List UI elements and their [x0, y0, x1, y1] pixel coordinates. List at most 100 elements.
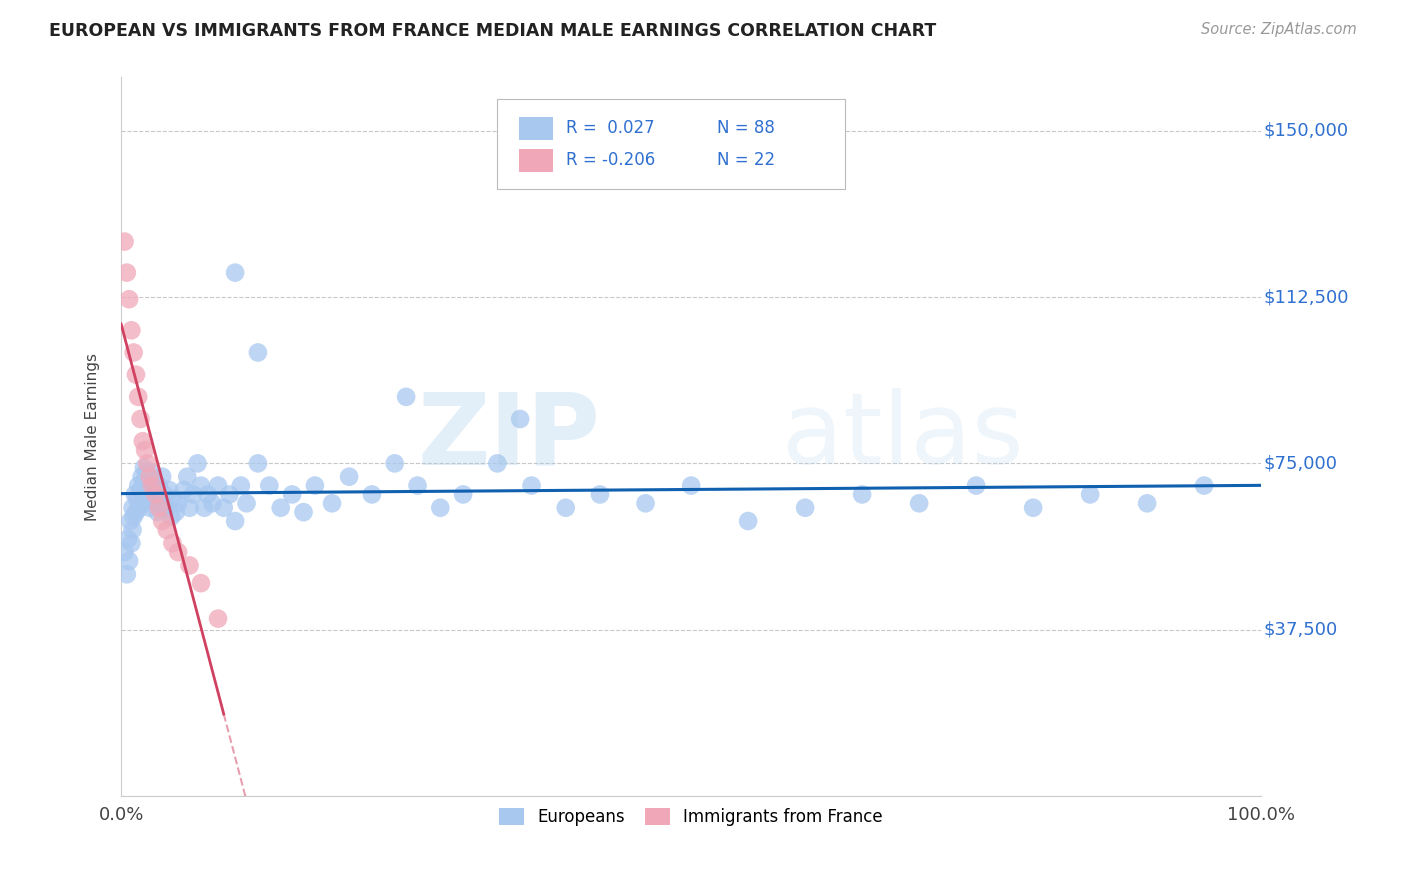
Point [127, 491, 149, 506]
Point [150, 514, 173, 528]
Point [125, 505, 148, 519]
Point [1136, 496, 1159, 510]
Point [153, 487, 176, 501]
Point [117, 532, 139, 546]
Point [132, 434, 155, 449]
Point [129, 483, 152, 497]
Point [136, 456, 159, 470]
Point [142, 491, 165, 506]
Point [114, 235, 136, 249]
Text: atlas: atlas [782, 388, 1024, 485]
Point [181, 487, 204, 501]
Point [120, 323, 142, 337]
Point [146, 505, 169, 519]
Point [132, 460, 155, 475]
Point [270, 500, 292, 515]
Text: Source: ZipAtlas.com: Source: ZipAtlas.com [1201, 22, 1357, 37]
Point [118, 292, 141, 306]
Point [794, 500, 817, 515]
Point [127, 390, 149, 404]
Point [138, 500, 160, 515]
Point [186, 456, 208, 470]
Point [143, 474, 166, 488]
Point [138, 478, 160, 492]
Point [212, 500, 235, 515]
Point [143, 487, 166, 501]
Point [156, 500, 179, 515]
Point [143, 487, 166, 501]
Point [131, 469, 153, 483]
Text: $75,000: $75,000 [1264, 454, 1337, 473]
Point [179, 558, 201, 573]
Point [125, 368, 148, 382]
Point [135, 465, 157, 479]
Point [138, 469, 160, 483]
Point [167, 496, 190, 510]
Point [173, 483, 195, 497]
Legend: Europeans, Immigrants from France: Europeans, Immigrants from France [491, 799, 891, 835]
Point [134, 487, 156, 501]
Point [235, 496, 257, 510]
Point [321, 496, 343, 510]
Point [132, 496, 155, 510]
Point [207, 478, 229, 492]
Point [148, 478, 170, 492]
Point [193, 500, 215, 515]
Text: ZIP: ZIP [418, 388, 600, 485]
Point [134, 443, 156, 458]
Text: N = 88: N = 88 [717, 120, 775, 137]
Point [361, 487, 384, 501]
Point [281, 487, 304, 501]
Text: N = 22: N = 22 [717, 151, 776, 169]
Point [406, 478, 429, 492]
Point [124, 487, 146, 501]
Point [122, 509, 145, 524]
Point [129, 412, 152, 426]
Point [136, 491, 159, 506]
Point [634, 496, 657, 510]
Point [851, 487, 873, 501]
Text: $112,500: $112,500 [1264, 288, 1348, 306]
FancyBboxPatch shape [498, 99, 845, 189]
Point [190, 478, 212, 492]
Point [224, 514, 246, 528]
Point [128, 500, 150, 515]
Point [138, 469, 160, 483]
Point [304, 478, 326, 492]
Point [292, 505, 315, 519]
Point [157, 483, 180, 497]
Point [141, 478, 163, 492]
Point [520, 478, 543, 492]
Text: $150,000: $150,000 [1264, 121, 1348, 140]
Point [509, 412, 531, 426]
Point [429, 500, 451, 515]
Point [201, 496, 224, 510]
Point [486, 456, 509, 470]
Point [167, 545, 190, 559]
Point [908, 496, 931, 510]
Point [139, 483, 162, 497]
Point [162, 536, 184, 550]
Point [176, 469, 198, 483]
Point [160, 509, 183, 524]
Point [122, 345, 145, 359]
Point [218, 487, 240, 501]
Point [1022, 500, 1045, 515]
FancyBboxPatch shape [519, 117, 553, 140]
Point [120, 536, 142, 550]
Point [246, 345, 269, 359]
FancyBboxPatch shape [519, 149, 553, 171]
Point [179, 500, 201, 515]
Point [165, 505, 187, 519]
Point [965, 478, 987, 492]
Point [141, 465, 163, 479]
Point [384, 456, 406, 470]
Point [127, 478, 149, 492]
Point [162, 491, 184, 506]
Point [229, 478, 252, 492]
Point [120, 514, 142, 528]
Point [395, 390, 418, 404]
Point [737, 514, 759, 528]
Point [451, 487, 474, 501]
Point [681, 478, 703, 492]
